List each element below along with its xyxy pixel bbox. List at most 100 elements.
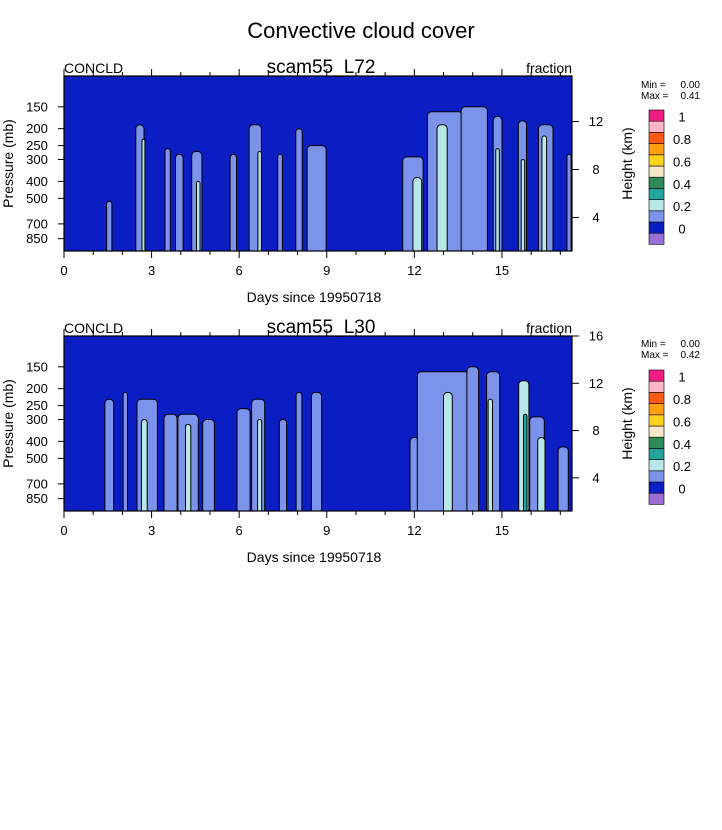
height-tick-label: 12 <box>589 114 603 129</box>
pressure-tick-label: 150 <box>26 99 48 114</box>
colorbar-box <box>648 425 665 438</box>
cloud-cell <box>436 124 448 251</box>
colorbar-box <box>648 143 665 156</box>
stats-min-label: Min = <box>641 339 666 350</box>
colorbar-label: 0.2 <box>673 199 691 214</box>
cloud-cell <box>495 148 500 251</box>
cloud-cell <box>196 180 201 251</box>
y-axis-label: Pressure (mb) <box>0 379 16 468</box>
colorbar-box <box>648 188 665 200</box>
colorbar-box <box>648 132 665 144</box>
cloud-cell <box>566 153 572 251</box>
panel-subtitle: scam55_L72 <box>267 57 376 78</box>
colorbar-box <box>648 120 665 133</box>
cloud-cell <box>443 391 453 511</box>
cloud-cell <box>185 423 192 511</box>
height-tick-label: 8 <box>592 423 599 438</box>
stats-min-value: 0.00 <box>681 339 701 350</box>
colorbar-box <box>648 414 665 427</box>
figure-title: Convective cloud cover <box>247 18 474 43</box>
colorbar-box <box>648 369 665 382</box>
cloud-cell <box>295 391 303 511</box>
x-tick-label: 15 <box>495 523 509 538</box>
variable-label: CONCLD <box>64 60 123 76</box>
pressure-tick-label: 200 <box>26 121 48 136</box>
colorbar-box <box>648 221 665 234</box>
pressure-tick-label: 400 <box>26 434 48 449</box>
x-tick-label: 9 <box>323 523 330 538</box>
x-tick-label: 15 <box>495 263 509 278</box>
colorbar-box <box>648 459 665 472</box>
colorbar-box <box>648 436 665 449</box>
colorbar-box <box>648 176 665 189</box>
x-tick-label: 3 <box>148 523 155 538</box>
colorbar-box <box>648 232 665 245</box>
colorbar-label: 0.8 <box>673 392 691 407</box>
plot-frame <box>63 335 573 512</box>
pressure-tick-label: 150 <box>26 359 48 374</box>
colorbar-box <box>648 154 665 167</box>
cloud-cell <box>520 159 526 251</box>
cloud-cell <box>140 419 148 511</box>
colorbar-label: 0.8 <box>673 132 691 147</box>
stats-max-label: Max = <box>641 91 669 102</box>
pressure-tick-label: 250 <box>26 398 48 413</box>
cloud-cell <box>104 398 115 511</box>
colorbar-box <box>648 210 665 223</box>
panel-subtitle: scam55_L30 <box>267 317 376 338</box>
cloud-cell <box>229 153 237 251</box>
x-tick-label: 0 <box>60 263 67 278</box>
cloud-cell <box>163 413 178 511</box>
x-tick-label: 3 <box>148 263 155 278</box>
cloud-cell <box>537 437 546 511</box>
colorbar-label: 0 <box>678 222 685 237</box>
colorbar-label: 0.4 <box>673 177 691 192</box>
cloud-cell <box>202 419 215 511</box>
pressure-tick-label: 200 <box>26 381 48 396</box>
cloud-cell <box>306 145 327 251</box>
height-tick-label: 4 <box>592 210 599 225</box>
cloud-cell <box>277 153 283 251</box>
cloud-cell <box>310 391 323 511</box>
cloud-cell <box>257 419 263 511</box>
colorbar-box <box>648 481 665 494</box>
pressure-tick-label: 250 <box>26 138 48 153</box>
x-tick-label: 6 <box>236 523 243 538</box>
cloud-cell <box>460 106 488 251</box>
cloud-cell <box>487 398 493 511</box>
colorbar-box <box>648 392 665 404</box>
colorbar-label: 0.6 <box>673 154 691 169</box>
colorbar-box <box>648 380 665 393</box>
x-axis-label: Days since 19950718 <box>247 549 382 565</box>
height-tick-label: 4 <box>592 470 599 485</box>
height-tick-label: 12 <box>589 376 603 391</box>
pressure-tick-label: 300 <box>26 412 48 427</box>
colorbar: 0 0.2 0.4 0.6 0.8 1 <box>648 110 691 245</box>
colorbar-box <box>648 470 665 483</box>
cloud-cell <box>557 446 569 511</box>
stats-max-label: Max = <box>641 350 669 361</box>
units-label: fraction <box>526 320 572 336</box>
cloud-cell <box>175 153 184 251</box>
cloud-cell <box>236 408 251 511</box>
x-axis-label: Days since 19950718 <box>247 289 382 305</box>
cloud-cell <box>278 419 288 511</box>
y-axis-right-label: Height (km) <box>619 127 635 199</box>
cloud-cell <box>141 138 146 251</box>
y-axis-right-label: Height (km) <box>619 387 635 459</box>
cloud-cell <box>466 366 480 511</box>
pressure-tick-label: 700 <box>26 216 48 231</box>
x-tick-label: 9 <box>323 263 330 278</box>
height-tick-label: 16 <box>589 329 603 344</box>
cloud-cell <box>541 135 548 251</box>
pressure-tick-label: 500 <box>26 191 48 206</box>
cloud-cell <box>164 148 171 251</box>
colorbar-label: 1 <box>678 370 685 385</box>
x-tick-label: 6 <box>236 263 243 278</box>
variable-label: CONCLD <box>64 320 123 336</box>
cloud-cell <box>257 151 262 251</box>
stats-min-value: 0.00 <box>681 80 701 91</box>
pressure-tick-label: 300 <box>26 152 48 167</box>
